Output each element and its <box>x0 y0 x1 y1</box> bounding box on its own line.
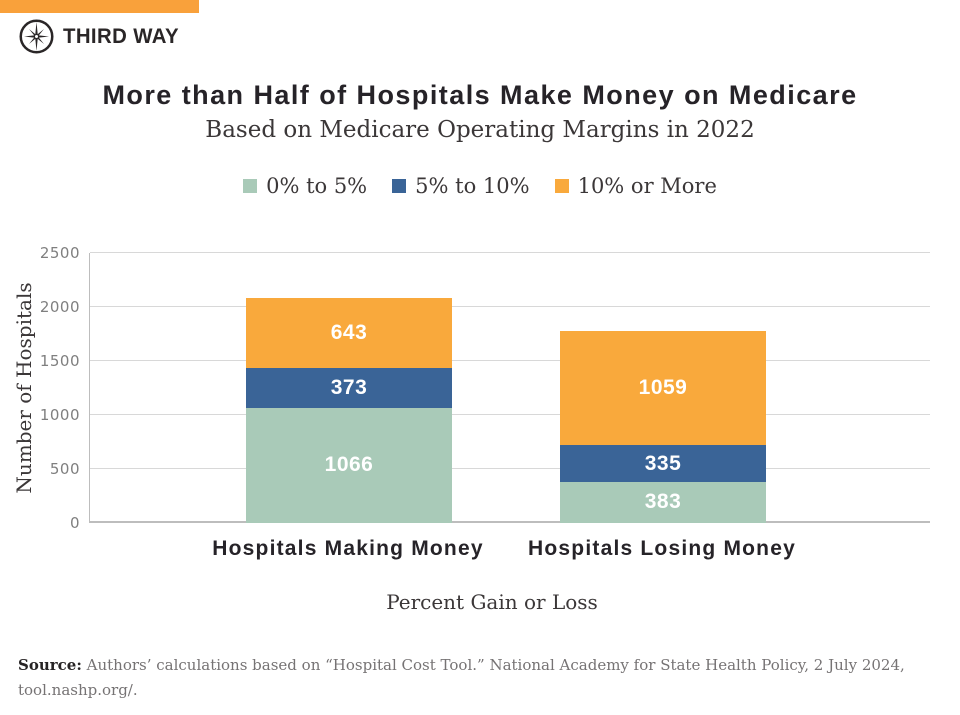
bar-value-label: 643 <box>330 320 368 344</box>
gridline-y2000 <box>90 306 930 307</box>
legend-swatch-icon <box>243 179 258 193</box>
x-axis-title: Percent Gain or Loss <box>386 590 598 614</box>
gridline-y1000 <box>90 414 930 415</box>
y-tick-label-2500: 2500 <box>39 244 80 262</box>
source-note: Source: Authors’ calculations based on “… <box>18 653 954 703</box>
brand-header: THIRD WAY <box>19 19 183 54</box>
bar-value-label: 373 <box>330 375 368 399</box>
y-tick-label-0: 0 <box>69 514 80 532</box>
chart-subtitle: Based on Medicare Operating Margins in 2… <box>205 117 755 143</box>
source-prefix: Source: <box>18 656 82 674</box>
bar-segment: 373 <box>246 367 452 408</box>
brand-accent-bar <box>0 0 199 13</box>
x-category-label: Hospitals Making Money <box>212 537 484 560</box>
legend-item-3: 10% or More <box>554 174 717 198</box>
bar-value-label: 383 <box>644 490 682 514</box>
chart-title: More than Half of Hospitals Make Money o… <box>102 80 858 110</box>
brand-name: THIRD WAY <box>63 24 179 48</box>
plot-area: 1066 373 643 383 335 1059 <box>89 252 930 523</box>
bar-segment: 383 <box>560 481 766 523</box>
y-tick-label-1500: 1500 <box>39 352 80 370</box>
legend-swatch-icon <box>554 179 569 193</box>
y-tick-label-2000: 2000 <box>39 298 80 316</box>
gridline-y2500 <box>90 252 930 253</box>
x-category-label: Hospitals Losing Money <box>528 537 796 560</box>
legend-item-1: 0% to 5% <box>243 174 367 198</box>
legend-label: 0% to 5% <box>266 174 368 198</box>
bar-segment: 335 <box>560 445 766 482</box>
legend-item-2: 5% to 10% <box>392 174 530 198</box>
bar-segment: 1066 <box>246 407 452 523</box>
stacked-bar-2: 383 335 1059 <box>560 331 766 523</box>
gridline-y500 <box>90 468 930 469</box>
y-tick-label-500: 500 <box>49 460 80 478</box>
bar-segment: 1059 <box>560 331 766 446</box>
compass-star-icon <box>19 19 54 54</box>
gridline-y1500 <box>90 360 930 361</box>
bar-segment: 643 <box>246 298 452 368</box>
source-text: Authors’ calculations based on “Hospital… <box>18 656 905 699</box>
legend-label: 10% or More <box>577 174 717 198</box>
stacked-bar-1: 1066 373 643 <box>246 298 452 523</box>
bar-value-label: 335 <box>644 451 682 475</box>
gridline-y0 <box>90 521 930 523</box>
y-tick-label-1000: 1000 <box>39 406 80 424</box>
bar-value-label: 1066 <box>324 453 374 477</box>
legend-label: 5% to 10% <box>415 174 530 198</box>
legend-swatch-icon <box>392 179 407 193</box>
chart-legend: 0% to 5% 5% to 10% 10% or More <box>0 174 960 198</box>
bar-value-label: 1059 <box>638 376 688 400</box>
